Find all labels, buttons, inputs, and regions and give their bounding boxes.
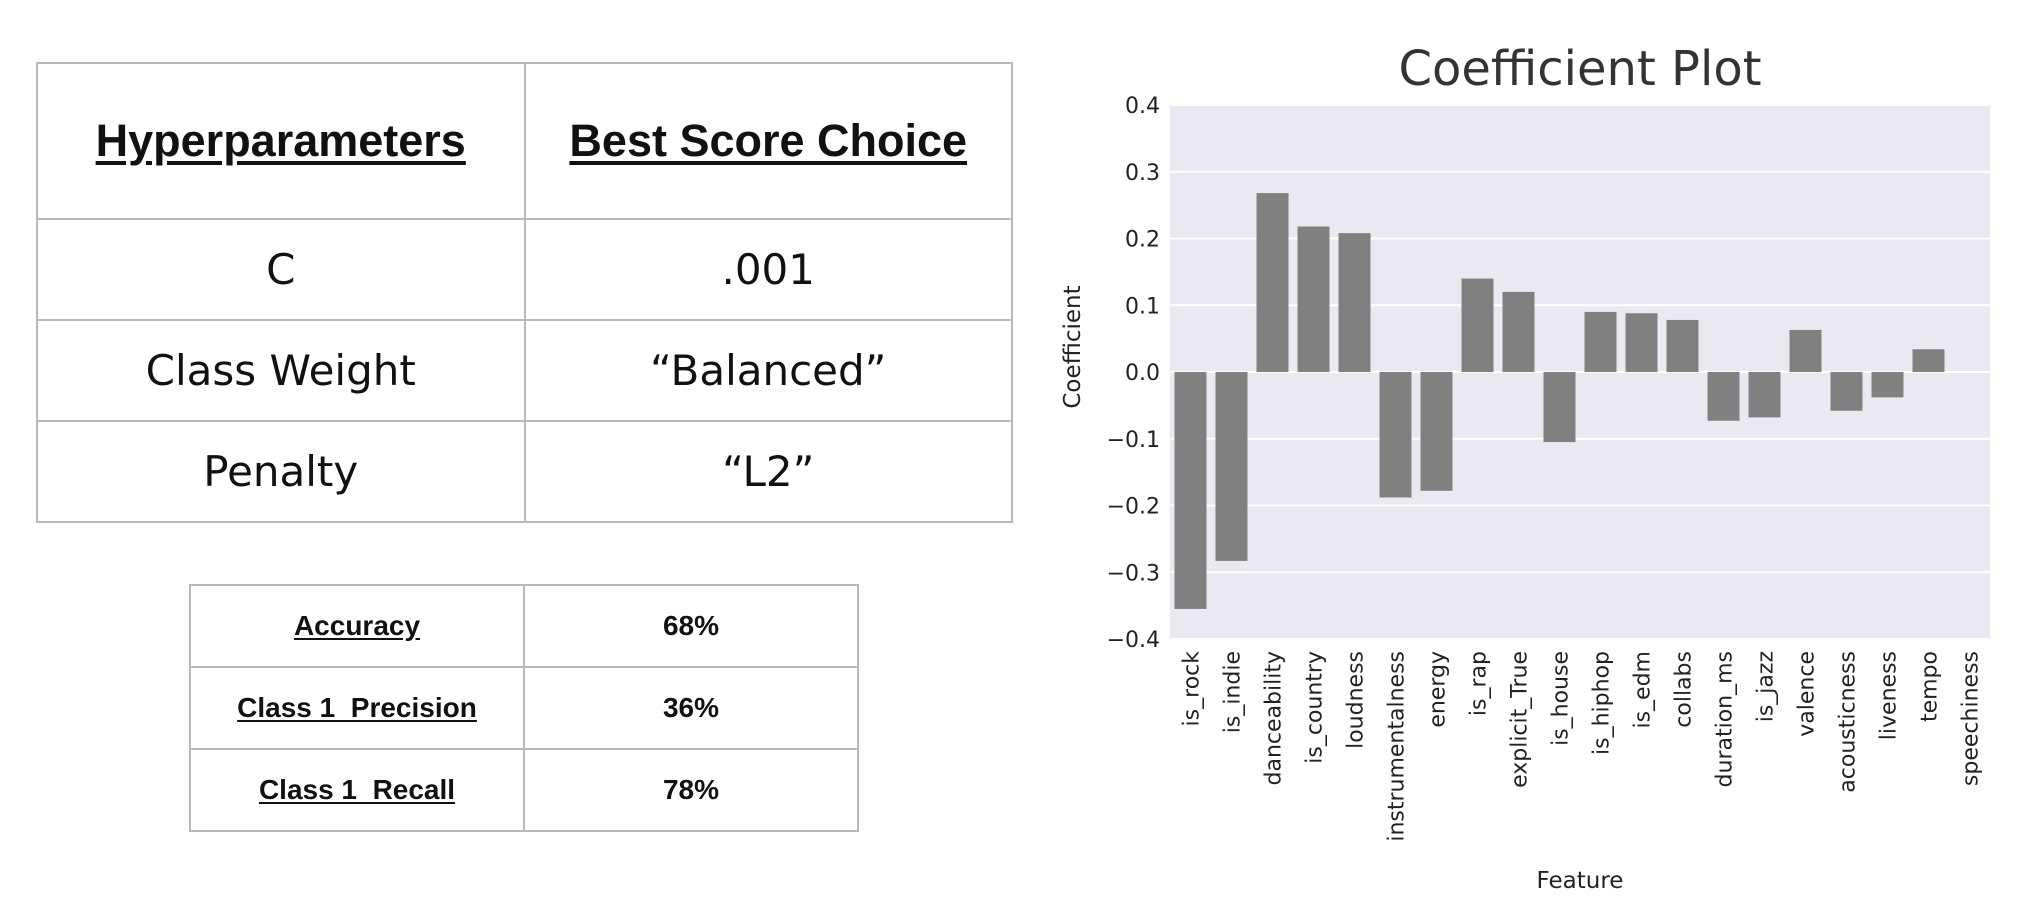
x-tick-label: tempo: [1918, 651, 1943, 722]
metric-label: Accuracy: [293, 610, 421, 641]
bar: [1830, 372, 1863, 411]
x-tick-label: energy: [1426, 651, 1451, 728]
y-tick-label: 0.0: [1125, 361, 1160, 386]
param-value-cell: .001: [523, 218, 1013, 321]
bar: [1912, 349, 1945, 372]
bar: [1174, 372, 1207, 609]
y-tick-label: 0.1: [1125, 294, 1160, 319]
x-tick-label: loudness: [1344, 651, 1369, 749]
table-row: Accuracy 68%: [189, 584, 859, 668]
table-row: Class 1 Recall 78%: [189, 748, 859, 832]
param-value-cell: “L2”: [523, 420, 1013, 523]
coefficient-chart: 0.4 0.3 0.2 0.1 0.0 −0.1 −0.2 −0.3 −0.4 is_rock is…: [1060, 41, 1990, 894]
bar: [1297, 226, 1330, 372]
x-axis-label: Feature: [1537, 868, 1624, 894]
param-value-cell: “Balanced”: [523, 319, 1013, 422]
best-score-choice-header: Best Score Choice: [569, 115, 968, 166]
x-tick-label: valence: [1795, 651, 1820, 737]
metric-label-cell: Class 1 Precision: [189, 666, 525, 750]
table-row: C .001: [36, 218, 1013, 321]
bar: [1256, 193, 1289, 372]
x-tick-label: is_country: [1303, 651, 1328, 764]
metric-label: Class 1 Precision: [237, 692, 477, 723]
x-tick-label: danceability: [1262, 651, 1287, 785]
param-name-cell: Class Weight: [36, 319, 526, 422]
table-header-row: Hyperparameters Best Score Choice: [36, 62, 1013, 220]
y-tick-label: −0.3: [1107, 561, 1160, 586]
x-tick-label: acousticness: [1836, 651, 1861, 793]
x-tick-label: is_rock: [1180, 651, 1205, 727]
x-tick-label: duration_ms: [1713, 651, 1738, 787]
y-tick-label: −0.2: [1107, 495, 1160, 520]
bar: [1543, 372, 1576, 443]
x-tick-label: explicit_True: [1508, 651, 1533, 788]
x-tick-label: is_hiphop: [1590, 651, 1615, 755]
header-cell: Best Score Choice: [523, 62, 1013, 220]
x-tick-label: is_house: [1549, 651, 1574, 746]
y-axis-label: Coefficient: [1060, 285, 1086, 408]
bar: [1871, 372, 1904, 398]
x-tick-label: liveness: [1877, 651, 1902, 740]
x-tick-label: is_jazz: [1754, 651, 1779, 722]
table-row: Class 1 Precision 36%: [189, 666, 859, 750]
x-tick-label: is_rap: [1467, 651, 1492, 716]
metric-label-cell: Accuracy: [189, 584, 525, 668]
bar: [1584, 311, 1617, 372]
bar: [1748, 372, 1781, 418]
bar: [1502, 291, 1535, 372]
bar: [1215, 372, 1248, 561]
metric-value-cell: 78%: [523, 748, 859, 832]
metrics-table: Accuracy 68% Class 1 Precision 36% Class…: [189, 584, 859, 832]
hyperparameters-table: Hyperparameters Best Score Choice C .001…: [36, 62, 1013, 523]
y-tick-label: 0.3: [1125, 161, 1160, 186]
x-tick-label: is_edm: [1631, 651, 1656, 729]
y-tick-label: 0.2: [1125, 228, 1160, 253]
x-tick-label: instrumentalness: [1385, 651, 1410, 842]
bar: [1707, 372, 1740, 421]
hyperparameters-header: Hyperparameters: [95, 115, 466, 166]
metric-value-cell: 36%: [523, 666, 859, 750]
bar: [1338, 233, 1371, 372]
bar: [1379, 372, 1412, 498]
bar: [1461, 278, 1494, 372]
header-cell: Hyperparameters: [36, 62, 526, 220]
bar: [1420, 372, 1453, 491]
y-tick-label: −0.1: [1107, 428, 1160, 453]
metric-label: Class 1 Recall: [258, 774, 456, 805]
metric-label-cell: Class 1 Recall: [189, 748, 525, 832]
table-row: Class Weight “Balanced”: [36, 319, 1013, 422]
y-tick-label: −0.4: [1107, 628, 1160, 653]
y-tick-label: 0.4: [1125, 94, 1160, 119]
bar: [1625, 313, 1658, 372]
table-row: Penalty “L2”: [36, 420, 1013, 523]
param-name-cell: Penalty: [36, 420, 526, 523]
x-tick-label: is_indie: [1221, 651, 1246, 733]
bar: [1789, 329, 1822, 372]
chart-title: Coefficient Plot: [1398, 41, 1761, 97]
x-tick-label: speechiness: [1959, 651, 1984, 786]
param-name-cell: C: [36, 218, 526, 321]
x-tick-label: collabs: [1672, 651, 1697, 728]
bar: [1666, 319, 1699, 372]
metric-value-cell: 68%: [523, 584, 859, 668]
